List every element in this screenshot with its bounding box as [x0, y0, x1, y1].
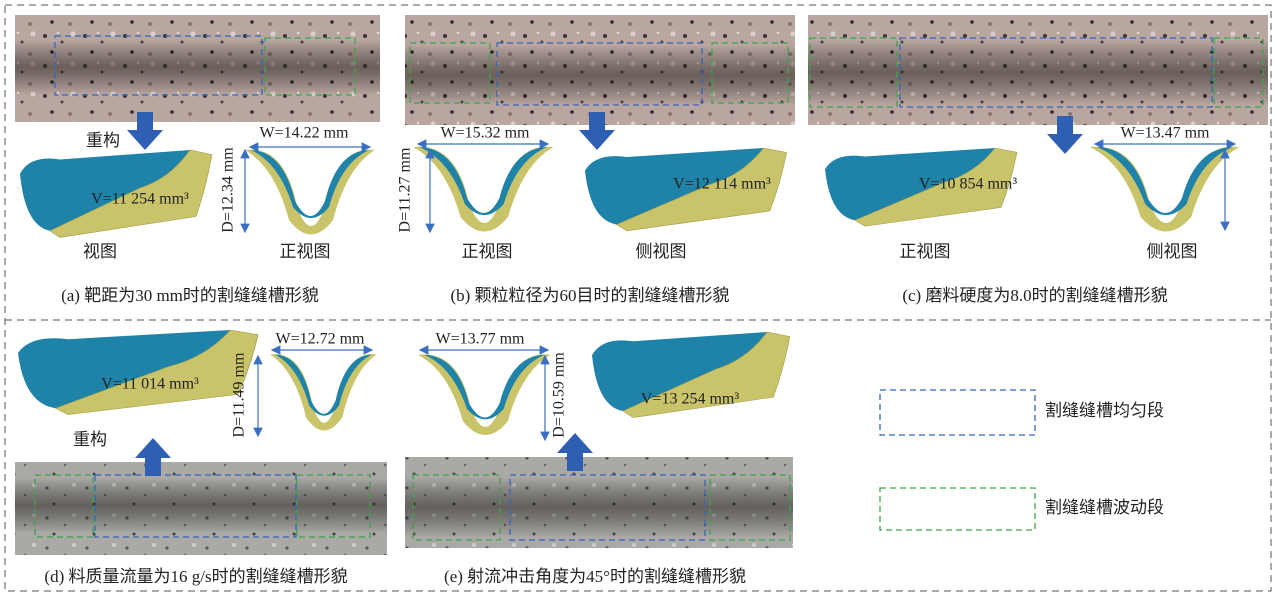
width-label: W=15.32 mm [440, 125, 530, 142]
volume-label: V=10 854 mm³ [919, 176, 1017, 193]
label: 侧视图 [636, 242, 687, 261]
label: 正视图 [462, 242, 513, 261]
caption: (c) 磨料硬度为8.0时的割缝缝槽形貌 [902, 286, 1167, 305]
legend-label: 割缝缝槽波动段 [1045, 498, 1164, 517]
volume-label: V=12 114 mm³ [673, 176, 771, 193]
caption: (a) 靶距为30 mm时的割缝缝槽形貌 [61, 286, 319, 305]
volume-label: V=11 254 mm³ [91, 191, 189, 208]
caption: (e) 射流冲击角度为45°时的割缝缝槽形貌 [444, 567, 746, 586]
width-label: W=12.72 mm [275, 331, 365, 348]
caption: (b) 颗粒粒径为60目时的割缝缝槽形貌 [450, 286, 729, 305]
label: 正视图 [280, 242, 331, 261]
depth-label: D=11.27 mm [397, 147, 414, 232]
width-label: W=13.77 mm [435, 331, 525, 348]
label: 重构 [86, 131, 120, 150]
label: 侧视图 [1147, 242, 1198, 261]
volume-label: V=11 014 mm³ [101, 376, 199, 393]
width-label: W=13.47 mm [1120, 125, 1210, 142]
label: 正视图 [900, 242, 951, 261]
caption: (d) 料质量流量为16 g/s时的割缝缝槽形貌 [44, 567, 347, 586]
depth-label: D=11.49 mm [231, 352, 248, 437]
depth-label: D=12.34 mm [220, 147, 237, 233]
label: 视图 [83, 242, 117, 261]
depth-label: D=10.59 mm [551, 352, 568, 438]
width-label: W=14.22 mm [259, 125, 349, 142]
volume-label: V=13 254 mm³ [641, 391, 739, 408]
legend-label: 割缝缝槽均匀段 [1045, 401, 1164, 420]
label: 重构 [73, 430, 107, 449]
figure: 重构 视图 正视图 W=14.22 mm D=12.34 mm V=11 254… [0, 0, 1276, 596]
